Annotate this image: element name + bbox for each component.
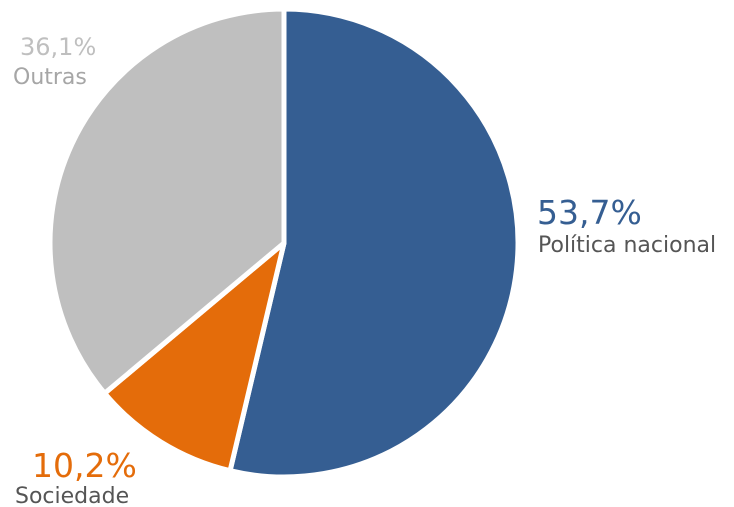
- pie-slice-outras: [47, 6, 287, 396]
- pie-slices: [47, 6, 521, 480]
- pie-slice-sociedade: [102, 240, 287, 474]
- slice-category-label-outras: Outras: [13, 65, 87, 90]
- slice-value-label-politica-nacional: 53,7%: [537, 193, 642, 232]
- slice-category-label-politica-nacional: Política nacional: [538, 233, 716, 258]
- pie-slice-politica-nacional: [227, 6, 521, 480]
- slice-category-label-sociedade: Sociedade: [15, 484, 129, 507]
- slice-value-label-outras: 36,1%: [20, 33, 96, 61]
- slice-value-label-sociedade: 10,2%: [32, 446, 137, 485]
